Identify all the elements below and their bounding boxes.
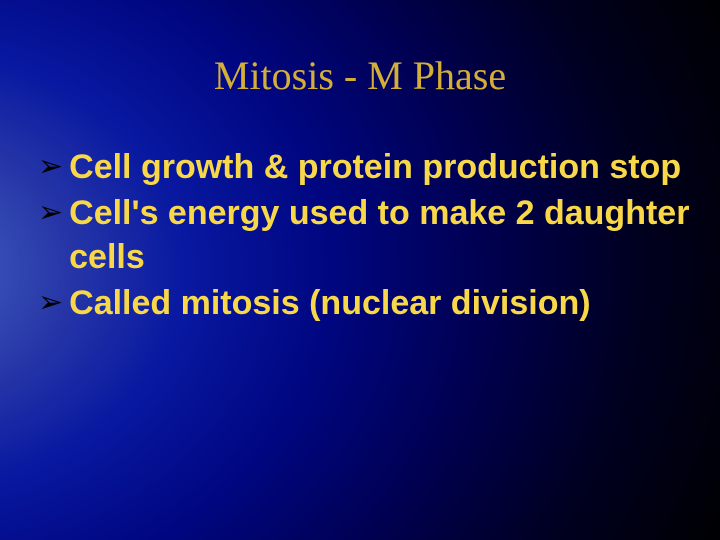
- list-item: ➢ Cell's energy used to make 2 daughter …: [38, 191, 690, 279]
- slide-title: Mitosis - M Phase: [0, 52, 720, 99]
- bullet-text: Cell's energy used to make 2 daughter ce…: [69, 191, 690, 279]
- list-item: ➢ Called mitosis (nuclear division): [38, 281, 690, 325]
- bullet-icon: ➢: [38, 191, 63, 235]
- bullet-text: Called mitosis (nuclear division): [69, 281, 590, 325]
- bullet-icon: ➢: [38, 281, 63, 325]
- bullet-text: Cell growth & protein production stop: [69, 145, 681, 189]
- bullet-list: ➢ Cell growth & protein production stop …: [38, 145, 690, 327]
- bullet-icon: ➢: [38, 145, 63, 189]
- list-item: ➢ Cell growth & protein production stop: [38, 145, 690, 189]
- slide: Mitosis - M Phase ➢ Cell growth & protei…: [0, 0, 720, 540]
